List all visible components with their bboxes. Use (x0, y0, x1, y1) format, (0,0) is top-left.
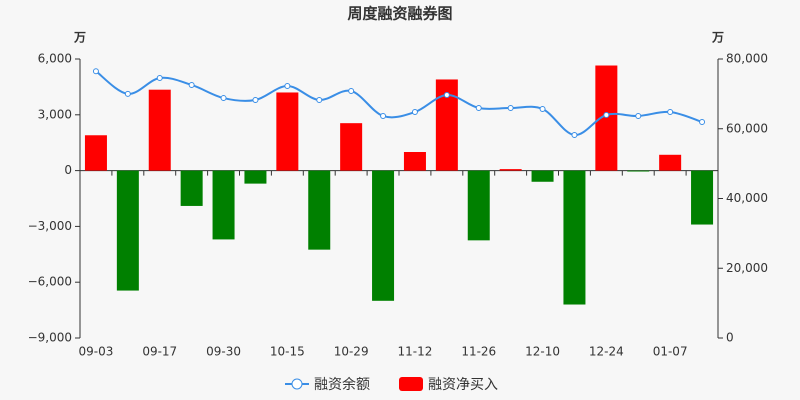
x-tick-label: 09-30 (206, 345, 241, 359)
legend-label: 融资余额 (314, 376, 370, 393)
legend-label: 融资净买入 (428, 377, 498, 393)
bar (148, 89, 171, 171)
line-point (348, 88, 355, 95)
x-tick-label: 12-10 (525, 345, 560, 359)
bar (180, 170, 203, 206)
y-tick-label: −9,000 (28, 331, 72, 345)
y2-tick-label: 20,000 (726, 261, 768, 275)
line-point (443, 91, 450, 98)
y2-unit: 万 (711, 31, 724, 45)
y2-tick-label: 0 (726, 331, 734, 345)
bar (691, 170, 714, 225)
line-point (635, 112, 642, 119)
bar (84, 135, 107, 171)
chart-title: 周度融资融券图 (347, 5, 452, 23)
y2-tick-label: 80,000 (726, 52, 768, 66)
bar (340, 123, 363, 171)
legend-swatch (399, 377, 423, 391)
bar (435, 79, 458, 171)
line-point (252, 96, 259, 103)
line-point (571, 132, 578, 139)
bar (372, 170, 395, 301)
y-tick-label: 6,000 (38, 52, 72, 66)
line-point (411, 109, 418, 116)
x-tick-label: 10-15 (270, 345, 305, 359)
y2-tick-label: 40,000 (726, 191, 768, 205)
line-point (188, 81, 195, 88)
x-tick-label: 10-29 (334, 345, 369, 359)
line-point (284, 82, 291, 89)
line-point (539, 106, 546, 113)
line-point (507, 104, 514, 111)
line-point (316, 96, 323, 103)
line-point (380, 112, 387, 119)
bar (499, 169, 522, 171)
y-unit: 万 (73, 31, 86, 45)
y2-tick-label: 60,000 (726, 121, 768, 135)
y-tick-label: 3,000 (38, 107, 72, 121)
bar (659, 154, 682, 171)
x-tick-label: 01-07 (653, 345, 688, 359)
bar (563, 170, 586, 305)
line-point (156, 75, 163, 82)
x-tick-label: 09-03 (79, 345, 114, 359)
bar (276, 92, 299, 171)
bar (212, 170, 235, 240)
line-point (475, 104, 482, 111)
line-point (603, 112, 610, 119)
x-tick-label: 09-17 (142, 345, 177, 359)
x-tick-label: 12-24 (589, 345, 624, 359)
bar (627, 170, 650, 172)
bar (244, 170, 267, 184)
x-tick-label: 11-12 (398, 345, 433, 359)
line-point (124, 90, 131, 97)
bar (403, 152, 426, 171)
line-point (699, 118, 706, 125)
y-tick-label: −3,000 (28, 219, 72, 233)
y-tick-label: 0 (64, 163, 72, 177)
bar (116, 170, 139, 291)
line-point (92, 68, 99, 75)
line-point (220, 95, 227, 102)
y-tick-label: −6,000 (28, 275, 72, 289)
bar (467, 170, 490, 241)
bar (595, 65, 618, 171)
line-point (667, 109, 674, 116)
legend-swatch (291, 378, 303, 390)
bar (531, 170, 554, 182)
x-tick-label: 11-26 (461, 345, 496, 359)
bar (308, 170, 331, 250)
